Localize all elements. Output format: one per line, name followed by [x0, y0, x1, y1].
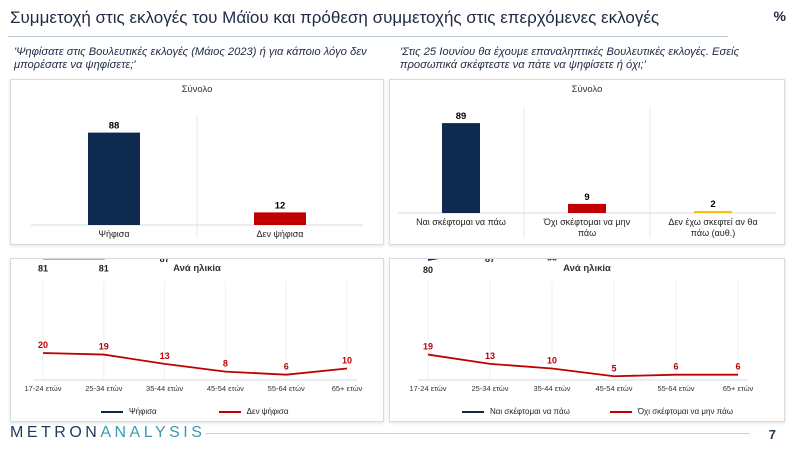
right-legend: Ναι σκέφτομαι να πάω Όχι σκέφτομαι να μη…: [462, 407, 733, 416]
bar-value-label: 2: [710, 199, 715, 210]
legend-label-yes: Ναι σκέφτομαι να πάω: [490, 407, 570, 416]
point-value-label: 90: [342, 259, 352, 260]
bar: [254, 212, 306, 225]
point-value-label: 19: [423, 342, 433, 352]
title-divider: [8, 36, 728, 37]
point-value-label: 19: [99, 342, 109, 352]
category-label: Δεν έχω σκεφτεί αν θα πάω (αυθ.): [668, 217, 757, 238]
category-label: Ναι σκέφτομαι να πάω: [416, 217, 506, 227]
point-value-label: 10: [342, 356, 352, 366]
point-value-label: 6: [735, 362, 740, 372]
x-tick-label: 35-44 ετών: [533, 384, 570, 393]
brand-logo: METRONANALYSIS: [10, 424, 205, 442]
legend-label-no: Όχι σκέφτομαι να μην πάω: [637, 407, 733, 416]
right-bar-title: Σύνολο: [571, 84, 603, 95]
point-value-label: 81: [38, 263, 48, 273]
legend-swatch-red: [609, 410, 632, 413]
point-value-label: 81: [99, 263, 109, 273]
legend-label-not-voted: Δεν ψήφισα: [246, 407, 289, 416]
point-value-label: 6: [284, 362, 289, 372]
x-tick-label: 65+ ετών: [332, 384, 363, 393]
x-tick-label: 35-44 ετών: [146, 384, 183, 393]
series-line: [427, 259, 439, 261]
x-tick-label: 55-64 ετών: [657, 384, 694, 393]
page-number: 7: [768, 427, 776, 442]
left-bar-panel: Σύνολο 88 Ψήφισα 12 Δεν ψήφισα: [10, 79, 384, 245]
x-tick-label: 17-24 ετών: [24, 384, 61, 393]
point-value-label: 8: [223, 359, 228, 369]
bar-value-label: 12: [275, 200, 286, 211]
bar: [568, 203, 606, 213]
x-tick-label: 17-24 ετών: [409, 384, 446, 393]
right-bar-panel: Σύνολο 89 Ναι σκέφτομαι να πάω 9 Όχι σκέφτο…: [389, 79, 785, 245]
category-label: Όχι σκέφτομαι να μην πάω: [543, 217, 631, 238]
footer-divider: [205, 433, 750, 434]
left-bar-title: Σύνολο: [181, 84, 213, 95]
point-value-label: 20: [38, 340, 48, 350]
x-tick-label: 25-34 ετών: [471, 384, 508, 393]
point-value-label: 87: [160, 259, 170, 264]
legend-swatch-navy: [462, 410, 484, 413]
x-tick-label: 55-64 ετών: [268, 384, 305, 393]
x-tick-label: 65+ ετών: [723, 384, 754, 393]
point-value-label: 13: [160, 351, 170, 361]
point-value-label: 10: [547, 356, 557, 366]
bar: [694, 210, 732, 213]
unit-label: %: [773, 8, 786, 24]
bar-value-label: 89: [456, 111, 467, 122]
right-question: 'Στις 25 Ιουνίου θα έχουμε επαναληπτικές…: [400, 46, 740, 71]
bar: [88, 132, 140, 225]
left-line-title: Ανά ηλικία: [173, 263, 221, 274]
right-line-title: Ανά ηλικία: [563, 263, 611, 274]
point-value-label: 88: [547, 259, 557, 263]
point-value-label: 6: [673, 362, 678, 372]
category-label: Ψήφισα: [98, 229, 129, 239]
bar: [442, 123, 480, 213]
category-label: Δεν ψήφισα: [256, 229, 303, 239]
legend-swatch-navy: [101, 410, 123, 413]
point-value-label: 13: [485, 351, 495, 361]
point-value-label: 87: [485, 259, 495, 264]
brand-part-2: ANALYSIS: [100, 424, 206, 441]
legend-label-voted: Ψήφισα: [129, 407, 157, 416]
right-bar-chart: 89 Ναι σκέφτομαι να πάω 9 Όχι σκέφτομαι να …: [398, 107, 776, 238]
legend-swatch-red: [218, 410, 241, 413]
bar-value-label: 9: [584, 192, 589, 203]
left-line-panel: Ανά ηλικία 818187929490201913861017-24 ε…: [10, 258, 384, 422]
bar-value-label: 88: [109, 121, 120, 132]
brand-part-1: METRON: [10, 424, 101, 441]
x-tick-label: 45-54 ετών: [595, 384, 632, 393]
x-tick-label: 45-54 ετών: [207, 384, 244, 393]
left-bar-chart: 88 Ψήφισα 12 Δεν ψήφισα: [31, 115, 363, 239]
left-question: 'Ψηφίσατε στις Βουλευτικές εκλογές (Μάιο…: [14, 46, 367, 71]
point-value-label: 5: [611, 363, 616, 373]
page-title: Συμμετοχή στις εκλογές του Μάϊου και πρό…: [10, 8, 660, 27]
series-line: [42, 352, 348, 376]
series-line: [427, 353, 738, 378]
point-value-label: 80: [423, 265, 433, 275]
x-tick-label: 25-34 ετών: [85, 384, 122, 393]
point-value-label: 90: [733, 259, 743, 260]
left-legend: Ψήφισα Δεν ψήφισα: [101, 407, 288, 416]
right-line-panel: Ανά ηλικία 80878893929019131056617-24 ετ…: [389, 258, 785, 422]
